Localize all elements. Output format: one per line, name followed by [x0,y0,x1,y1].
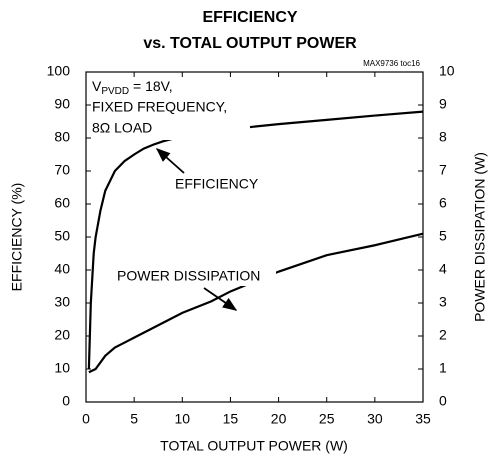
x-tick-label: 30 [367,411,383,427]
plot-area [87,110,424,374]
y-tick-label: 20 [54,327,70,343]
arrow [155,148,185,174]
y2-tick-label: 7 [439,162,447,178]
y-tick-label: 100 [47,63,71,79]
arrow [203,287,238,311]
condition: 8Ω LOAD [92,120,152,136]
x-tick-label: 15 [223,411,239,427]
series-line [87,110,424,370]
y2-tick-label: 0 [439,393,447,409]
x-tick-label: 10 [174,411,190,427]
condition-rest: = 18V, [129,78,172,94]
label-bg [172,174,266,194]
y2-tick-label: 4 [439,261,447,277]
x-tick-label: 20 [271,411,287,427]
chart-title: vs. TOTAL OUTPUT POWER [143,35,357,52]
y-tick-label: 80 [54,129,70,145]
x-tick-label: 25 [319,411,335,427]
y2-tick-label: 8 [439,129,447,145]
chart-title: EFFICIENCY [202,9,297,26]
y-tick-label: 50 [54,228,70,244]
condition-box [88,74,250,140]
y2-tick-label: 1 [439,360,447,376]
y2-axis-label: POWER DISSIPATION (W) [472,152,488,322]
condition-sub: PVDD [101,86,129,97]
series-line [88,232,424,374]
y-tick-label: 90 [54,96,70,112]
y2-tick-label: 9 [439,96,447,112]
y-axis-label: EFFICIENCY (%) [9,183,25,292]
x-tick-label: 0 [82,411,90,427]
x-axis-label: TOTAL OUTPUT POWER (W) [160,438,348,454]
y2-tick-label: 6 [439,195,447,211]
y-tick-label: 60 [54,195,70,211]
y-tick-label: 10 [54,360,70,376]
series-label: POWER DISSIPATION [117,268,260,284]
y2-tick-label: 5 [439,228,447,244]
y2-tick-label: 10 [439,63,455,79]
y2-tick-label: 2 [439,327,447,343]
condition-main: V [92,78,102,94]
y-tick-label: 30 [54,294,70,310]
series-label: EFFICIENCY [175,176,259,192]
y2-tick-label: 3 [439,294,447,310]
note: MAX9736 toc16 [363,59,420,68]
x-tick-label: 35 [415,411,431,427]
condition: VPVDD = 18V, [92,78,173,97]
y-tick-label: 0 [62,393,70,409]
y-tick-label: 40 [54,261,70,277]
label-bg [114,266,276,286]
condition: FIXED FREQUENCY, [92,99,227,115]
y-tick-label: 70 [54,162,70,178]
x-tick-label: 5 [130,411,138,427]
